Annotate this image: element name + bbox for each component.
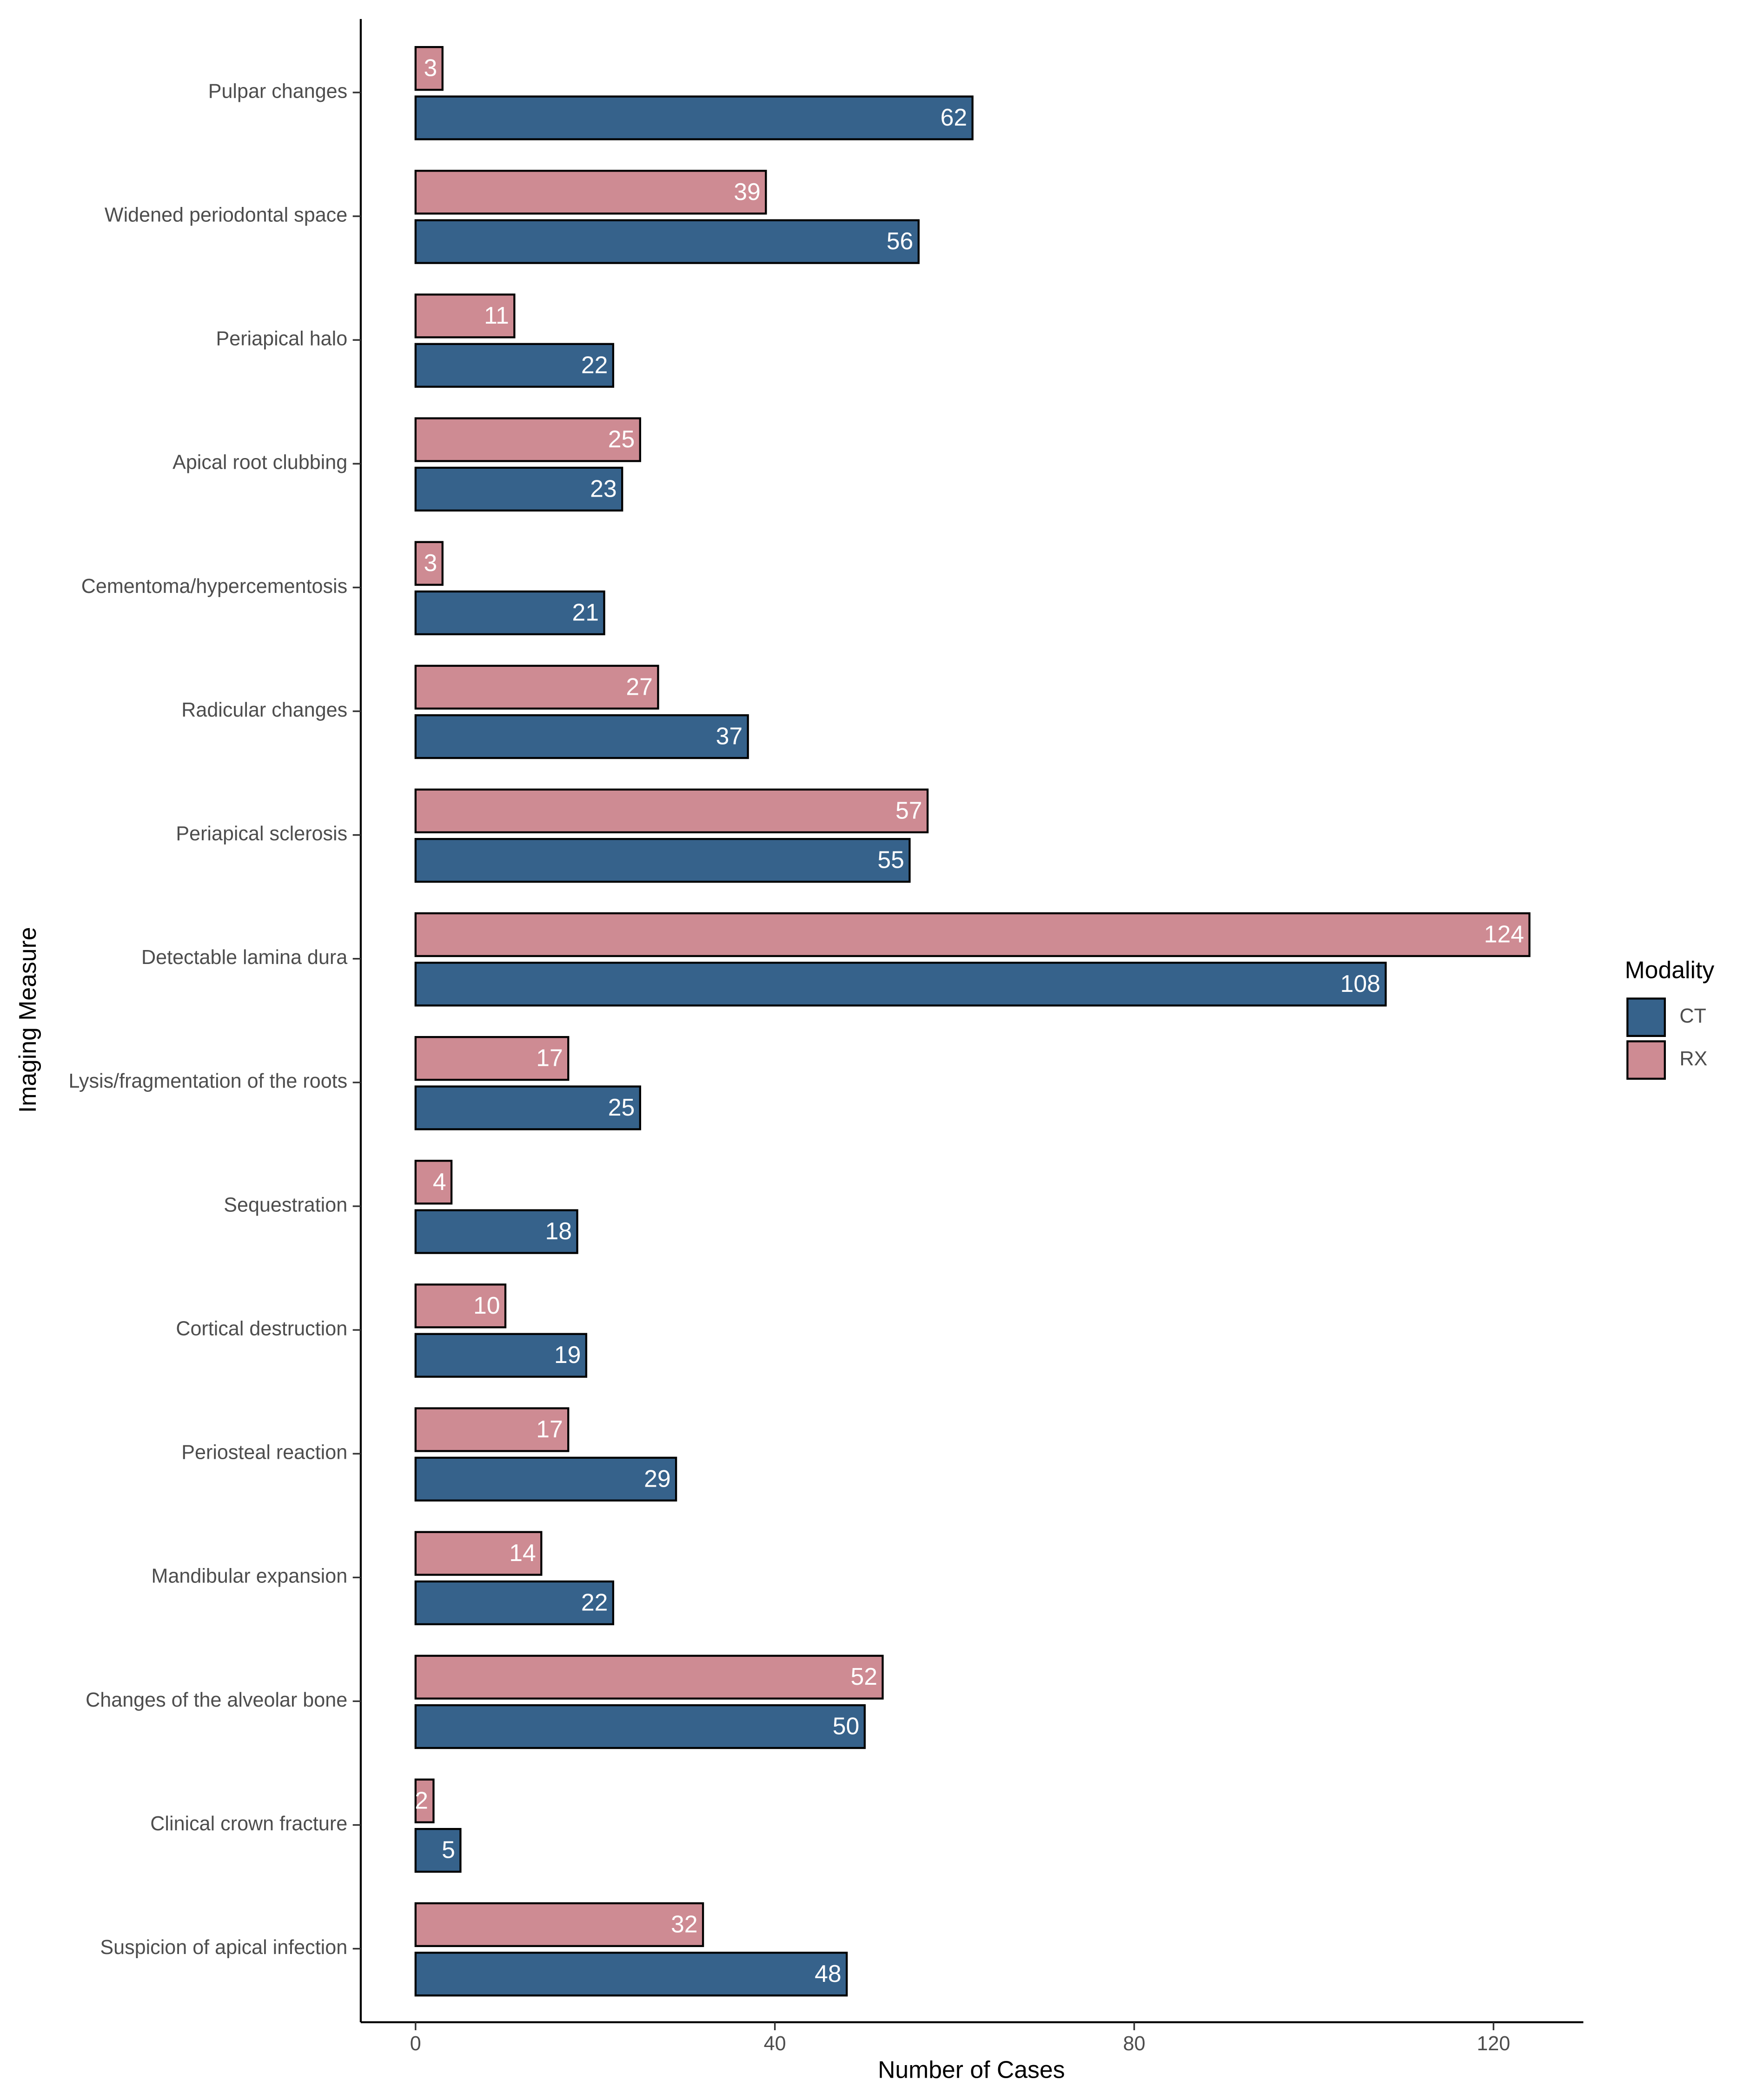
- y-tick-label: Apical root clubbing: [172, 452, 347, 474]
- legend-swatch: [1626, 1040, 1666, 1080]
- value-label: 48: [815, 1960, 842, 1987]
- value-label: 11: [484, 302, 509, 329]
- bar: [414, 1580, 615, 1626]
- bar: [414, 1704, 866, 1749]
- value-label: 19: [554, 1341, 581, 1368]
- value-label: 18: [545, 1217, 572, 1244]
- value-label: 5: [442, 1836, 455, 1863]
- bar: [414, 1531, 543, 1576]
- bar: [414, 95, 974, 140]
- bar: [414, 541, 444, 586]
- value-label: 57: [895, 797, 922, 824]
- value-label: 32: [671, 1910, 698, 1937]
- value-label: 29: [644, 1465, 671, 1492]
- value-label: 17: [536, 1416, 563, 1442]
- x-tick-label: 0: [410, 2033, 421, 2055]
- value-label: 2: [415, 1787, 428, 1814]
- legend-label: CT: [1679, 1005, 1706, 1027]
- y-tick-label: Cementoma/hypercementosis: [81, 575, 347, 598]
- value-label: 22: [581, 1588, 608, 1615]
- value-label: 124: [1484, 921, 1524, 948]
- x-tick-label: 40: [764, 2033, 786, 2055]
- y-tick-label: Lysis/fragmentation of the roots: [69, 1070, 348, 1092]
- bar: [414, 1655, 884, 1700]
- value-label: 62: [941, 104, 968, 131]
- value-label: 52: [850, 1663, 877, 1690]
- x-tick-label: 80: [1123, 2033, 1145, 2055]
- bar: [414, 714, 749, 759]
- value-label: 37: [716, 723, 743, 750]
- y-tick-label: Periosteal reaction: [181, 1442, 347, 1464]
- y-tick-label: Sequestration: [224, 1194, 347, 1216]
- bar: [414, 788, 929, 834]
- bar: [414, 1333, 588, 1378]
- value-label: 17: [536, 1044, 563, 1071]
- bar: [414, 665, 659, 710]
- value-label: 10: [473, 1292, 500, 1319]
- value-label: 25: [608, 1094, 635, 1121]
- value-label: 22: [581, 351, 608, 378]
- value-label: 56: [887, 227, 914, 254]
- y-tick-label: Suspicion of apical infection: [100, 1936, 347, 1959]
- value-label: 25: [608, 425, 635, 452]
- bar: [414, 170, 767, 215]
- bar: [414, 1456, 677, 1502]
- bar: [414, 1778, 435, 1823]
- value-label: 27: [626, 673, 653, 700]
- bar: [414, 1209, 578, 1254]
- bar: [414, 590, 605, 636]
- value-label: 23: [590, 475, 617, 502]
- y-tick-label: Clinical crown fracture: [150, 1813, 347, 1835]
- x-axis-title: Number of Cases: [878, 2056, 1065, 2083]
- y-tick-label: Periapical sclerosis: [176, 823, 347, 845]
- y-axis-title: Imaging Measure: [14, 927, 41, 1113]
- bar: [414, 1828, 462, 1873]
- value-label: 108: [1340, 970, 1380, 997]
- bar: [414, 838, 911, 883]
- bar: [414, 1902, 704, 1947]
- value-label: 50: [833, 1713, 860, 1740]
- legend-title: Modality: [1625, 957, 1715, 984]
- value-label: 3: [424, 549, 437, 576]
- bar: [414, 343, 615, 388]
- value-label: 14: [509, 1539, 536, 1566]
- y-tick-label: Changes of the alveolar bone: [86, 1689, 347, 1711]
- value-label: 4: [433, 1168, 446, 1195]
- bar: [414, 417, 641, 462]
- bar: [414, 1160, 453, 1205]
- y-tick-label: Widened periodontal space: [105, 204, 347, 226]
- bar: [414, 1085, 641, 1130]
- bar: [414, 1952, 848, 1997]
- bar: [414, 293, 516, 339]
- value-label: 39: [734, 178, 761, 205]
- value-label: 21: [572, 598, 599, 625]
- value-label: 55: [877, 846, 904, 873]
- legend-label: RX: [1679, 1048, 1707, 1070]
- legend-swatch: [1626, 997, 1666, 1037]
- bar: [414, 962, 1387, 1007]
- x-tick-label: 120: [1477, 2033, 1510, 2055]
- bar: [414, 219, 920, 264]
- bar: [414, 912, 1531, 957]
- y-tick-label: Mandibular expansion: [152, 1565, 348, 1588]
- bar: [414, 1407, 570, 1452]
- bar: [414, 1036, 570, 1081]
- bar: [414, 1283, 507, 1329]
- bar: [414, 466, 623, 512]
- y-tick-label: Periapical halo: [216, 328, 348, 350]
- y-tick-label: Detectable lamina dura: [141, 946, 347, 969]
- value-label: 3: [424, 54, 437, 81]
- y-tick-label: Cortical destruction: [176, 1317, 347, 1340]
- y-tick-label: Pulpar changes: [208, 80, 347, 102]
- bar: [414, 46, 444, 91]
- y-tick-label: Radicular changes: [181, 699, 347, 721]
